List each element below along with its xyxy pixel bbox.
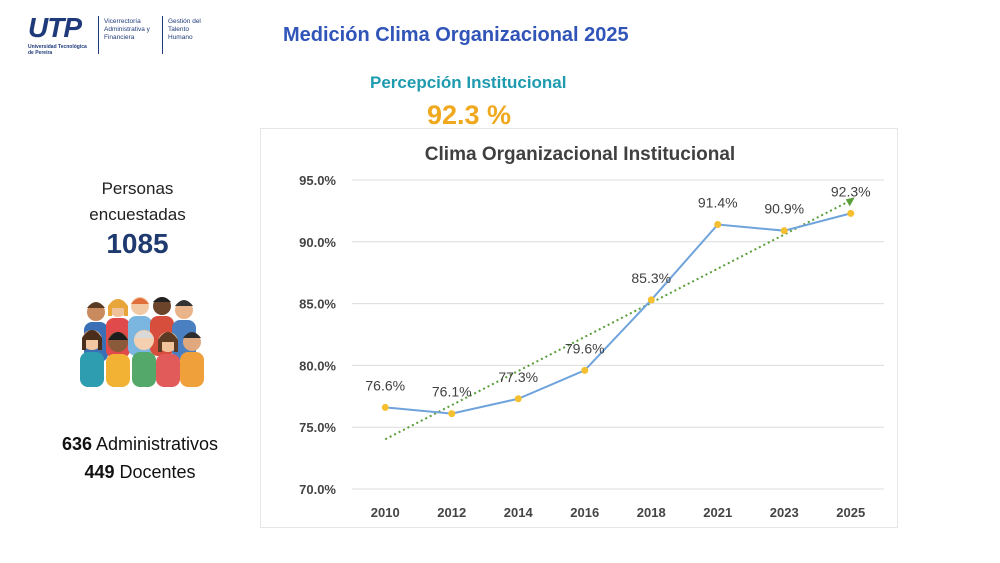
data-label: 79.6% <box>565 340 605 356</box>
chart-title: Clima Organizacional Institucional <box>425 144 735 165</box>
y-tick-label: 70.0% <box>299 482 336 497</box>
faculty-count: 449 <box>84 462 115 482</box>
x-tick-label: 2014 <box>504 505 534 520</box>
people-surveyed-total: 1085 <box>106 228 169 259</box>
logo-divider <box>98 16 99 54</box>
data-label: 76.6% <box>365 377 405 393</box>
x-tick-label: 2012 <box>437 505 466 520</box>
x-tick-label: 2018 <box>637 505 666 520</box>
data-point <box>381 403 389 411</box>
data-point <box>514 395 522 403</box>
utp-logo: UTP Universidad Tecnológica de Pereira V… <box>28 12 213 56</box>
series-line <box>385 212 852 415</box>
logo-wordmark: UTP <box>28 12 82 43</box>
y-tick-label: 95.0% <box>299 173 336 188</box>
data-label: 90.9% <box>764 201 804 217</box>
data-point <box>847 209 855 217</box>
data-point <box>448 410 456 418</box>
people-group-icon <box>80 297 204 387</box>
breakdown-administrativos: 636 Administrativos <box>40 430 240 458</box>
data-label: 76.1% <box>432 384 472 400</box>
headline-percentage: 92.3 % <box>427 100 512 130</box>
trendline <box>384 199 852 441</box>
data-point <box>647 296 655 304</box>
data-label: 77.3% <box>498 369 538 385</box>
data-label: 91.4% <box>698 194 738 210</box>
y-tick-label: 85.0% <box>299 297 336 312</box>
y-tick-label: 75.0% <box>299 420 336 435</box>
faculty-label: Docentes <box>119 462 196 482</box>
chart-frame <box>260 128 898 528</box>
admin-count: 636 <box>61 434 92 454</box>
x-tick-label: 2010 <box>371 505 400 520</box>
x-tick-label: 2025 <box>836 505 865 520</box>
logo-section-talento: Gestión del Talento Humano <box>168 18 201 41</box>
x-tick-label: 2023 <box>770 505 799 520</box>
line-chart: Clima Organizacional Institucional 76.6%… <box>299 144 884 520</box>
respondent-breakdown: 636 Administrativos 449 Docentes <box>40 430 240 486</box>
section-subtitle: Percepción Institucional <box>370 73 567 92</box>
x-tick-label: 2016 <box>570 505 599 520</box>
trendline-arrow <box>845 197 855 207</box>
data-label: 85.3% <box>631 270 671 286</box>
logo-university-name: Universidad Tecnológica de Pereira <box>28 44 87 56</box>
y-tick-label: 80.0% <box>299 358 336 373</box>
logo-divider <box>162 16 163 54</box>
utp-logo-mark: UTP Universidad Tecnológica de Pereira <box>28 12 92 56</box>
page-title: Medición Clima Organizacional 2025 <box>283 24 629 46</box>
logo-section-vicerrectoria: Vicerrectoría Administrativa y Financier… <box>104 18 150 41</box>
data-point <box>780 227 788 235</box>
data-point <box>581 366 589 374</box>
y-tick-label: 90.0% <box>299 235 336 250</box>
breakdown-docentes: 449 Docentes <box>40 458 240 486</box>
data-point <box>714 220 722 228</box>
data-label: 92.3% <box>831 183 871 199</box>
x-tick-label: 2021 <box>703 505 732 520</box>
admin-label: Administrativos <box>96 434 219 454</box>
people-surveyed-label: Personas encuestadas <box>89 179 186 224</box>
